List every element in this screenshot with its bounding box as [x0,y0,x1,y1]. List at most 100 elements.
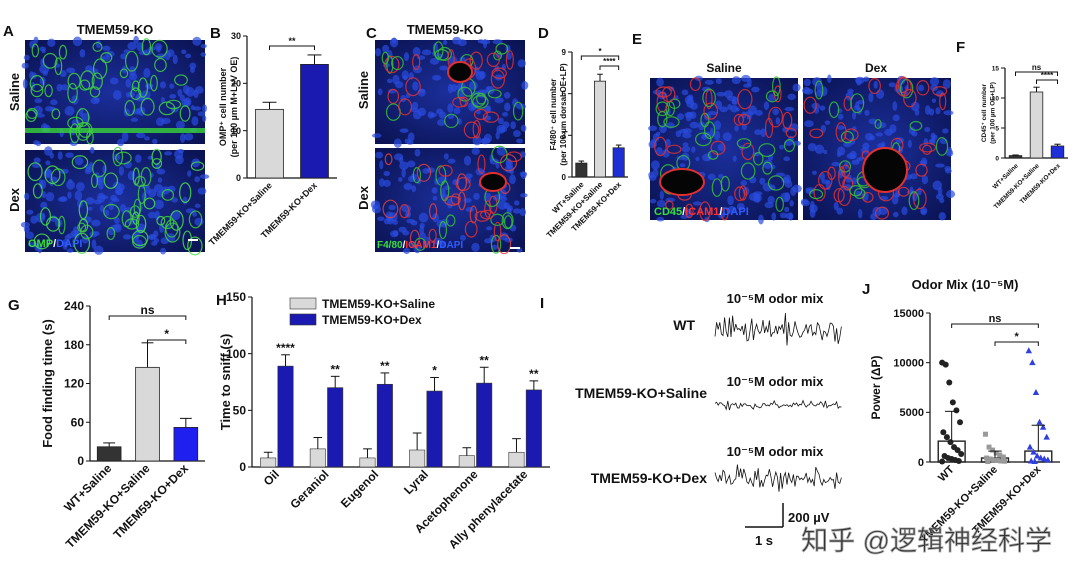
nucleus [177,88,183,97]
nucleus [85,166,94,173]
nucleus [649,198,657,204]
nucleus [763,101,770,111]
nucleus [946,190,956,199]
y-tick-label: 15 [992,65,1000,72]
panel-letter: J [862,281,870,298]
nucleus [414,148,421,157]
nucleus [189,67,195,73]
stain [435,165,447,186]
nucleus [698,121,706,131]
data-point [1025,347,1032,354]
y-tick-label: 150 [226,290,246,304]
chart: Odor Mix (10⁻⁵M) 0 5000 10000 15000 Power (ΔP… [869,277,1060,545]
nucleus [716,91,726,97]
stain [480,209,495,220]
nucleus [707,173,716,181]
stain [58,44,68,60]
y-tick-label: 50 [233,404,247,418]
stain-part: CD45 [654,206,682,218]
stain [655,86,672,98]
stain [661,86,676,103]
stain [133,198,142,217]
nucleus [412,110,422,120]
chart: 0 50 100 150 Time to sniff (s) Oil Geraniol Eug… [218,290,550,552]
data-point [942,361,949,368]
nucleus [736,202,745,211]
stain [89,86,101,98]
vessel [862,147,908,193]
bar [409,449,426,468]
data-point [984,455,990,461]
significance-bracket [108,315,187,320]
nucleus [822,149,828,155]
stain [486,52,500,67]
stain [399,203,410,219]
nucleus [175,120,185,130]
nucleus [816,82,822,93]
nucleus [39,64,50,74]
stain [92,159,107,178]
nucleus [383,218,390,225]
nucleus [147,211,157,219]
nucleus [33,105,43,115]
legend-swatch [289,313,317,326]
nucleus [932,180,943,191]
error-bar [412,432,422,450]
stain [841,164,851,178]
nucleus [25,231,35,240]
nucleus [200,52,207,57]
error-bar [1054,143,1061,146]
nucleus [156,191,166,198]
stain [765,90,779,103]
error-bar [380,372,390,385]
nucleus [406,218,415,224]
nucleus [788,212,793,221]
nucleus [709,127,714,138]
y-tick-label: 180 [64,338,84,352]
nucleus [406,140,414,145]
nucleus [659,190,664,200]
nucleus [517,59,526,68]
nucleus [908,126,916,135]
scale-label: 200 µV [788,510,830,525]
nucleus [856,100,865,105]
stain [156,215,166,226]
nucleus [836,207,844,215]
stain [818,170,833,190]
y-axis-label: Time to sniff (s) [218,334,233,431]
significance: ns [1032,63,1042,72]
nucleus [119,203,127,213]
stain [490,213,505,227]
nucleus [402,75,408,80]
stain [149,74,158,92]
nucleus [651,160,660,170]
stain [737,88,753,110]
stain [384,153,393,166]
nucleus [371,133,382,138]
nucleus [193,106,202,111]
column-label: Saline [706,61,742,75]
stain [782,111,793,130]
panel-letter: C [366,25,377,42]
nucleus [943,110,954,116]
stain [457,86,473,102]
stain [179,182,192,203]
nucleus [102,45,111,51]
stain [758,143,776,158]
nucleus [892,211,899,218]
error-bar [262,101,277,110]
error-bar [363,448,372,458]
nucleus [74,190,83,201]
stain [703,102,719,120]
nucleus [477,39,485,44]
significance: ** [331,362,341,376]
y-tick-label: 10 [231,126,241,136]
stain [174,74,188,86]
x-tick-label: Oil [261,467,282,488]
stain [657,110,668,128]
nucleus [153,238,160,243]
nucleus [44,146,53,156]
stain-part: F4/80 [377,240,403,251]
stain [137,184,146,205]
